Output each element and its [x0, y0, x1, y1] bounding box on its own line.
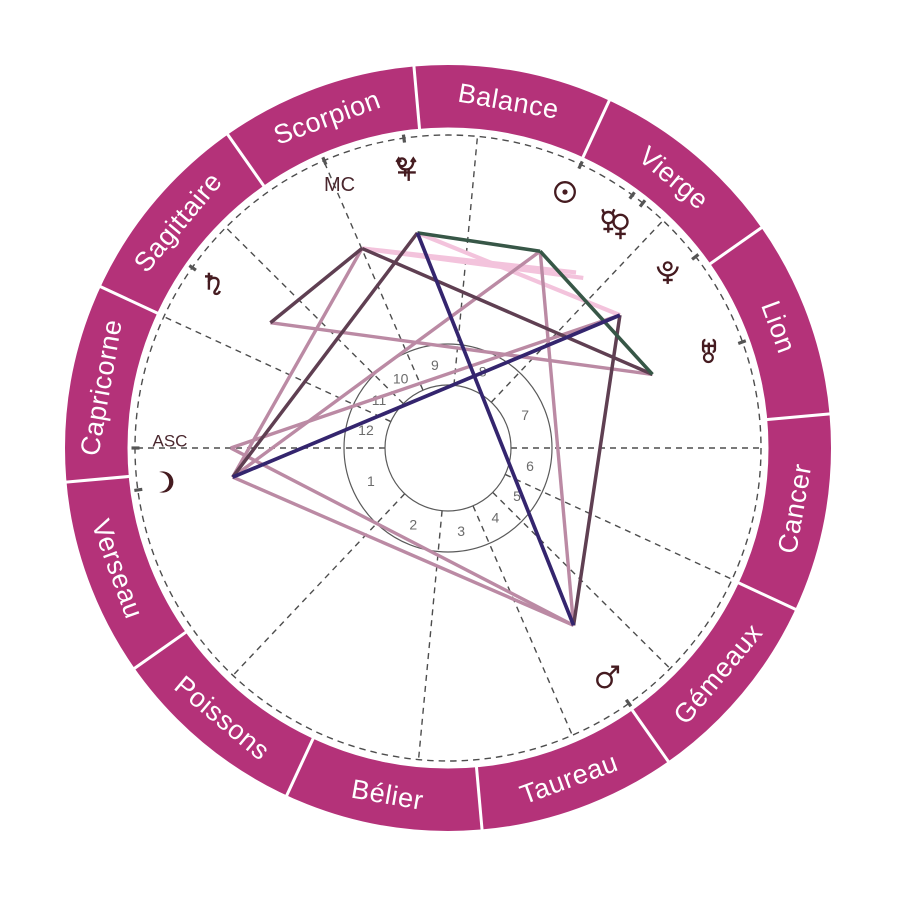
- svg-text:9: 9: [431, 357, 439, 373]
- svg-text:7: 7: [521, 407, 529, 423]
- svg-text:3: 3: [457, 523, 465, 539]
- svg-text:12: 12: [358, 422, 374, 438]
- svg-text:2: 2: [409, 517, 417, 533]
- svg-text:1: 1: [367, 473, 375, 489]
- svg-text:10: 10: [393, 371, 409, 387]
- svg-text:MC: MC: [324, 174, 355, 196]
- svg-text:ASC: ASC: [153, 432, 188, 451]
- svg-text:4: 4: [491, 509, 499, 525]
- svg-text:5: 5: [513, 488, 521, 504]
- svg-text:6: 6: [526, 458, 534, 474]
